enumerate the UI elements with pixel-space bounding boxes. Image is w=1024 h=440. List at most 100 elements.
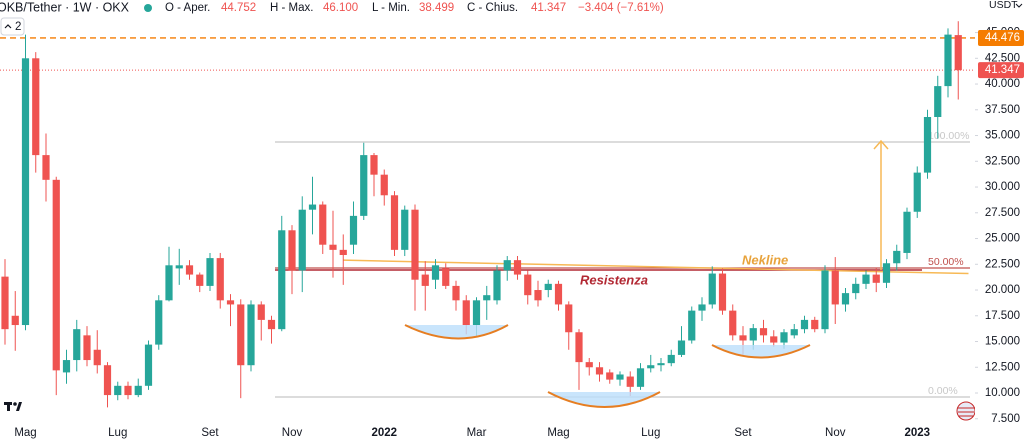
y-tick-label: 12.500 [985, 361, 1020, 373]
candle-body [165, 265, 173, 301]
layout-count: 2 [15, 21, 21, 33]
x-tick-label: Set [734, 427, 752, 439]
candle-body [52, 179, 60, 371]
candle-body [308, 204, 317, 210]
candle-body [62, 360, 71, 373]
candle-body [616, 374, 624, 380]
candle-body [226, 300, 235, 305]
candle-body [513, 260, 522, 275]
chevron-icon [4, 24, 12, 29]
candle-body [708, 273, 716, 305]
candle-body [913, 172, 921, 212]
close-value: 41.347 [531, 2, 566, 14]
candle-body [606, 372, 614, 380]
y-tick-label: 20.000 [985, 284, 1020, 296]
y-tick-label: 22.500 [985, 258, 1020, 270]
candle-body [442, 268, 450, 286]
x-tick-label: Mag [547, 427, 569, 439]
candle-body [349, 215, 358, 245]
candle-body [790, 329, 798, 336]
candle-body [298, 209, 306, 271]
fib-label: 0.00% [928, 385, 958, 397]
candle-body [42, 155, 50, 180]
candle-body [575, 332, 583, 363]
price-tag-label: 41.347 [985, 64, 1020, 76]
candle-body [1, 276, 9, 330]
candle-body [862, 274, 870, 284]
flag-stripes [958, 407, 974, 417]
candle-body [800, 319, 809, 330]
symbol: OKB/Tether · 1W · OKX [0, 0, 130, 14]
candle-body [93, 349, 101, 366]
price-axis: USDT 7.500 10.000 12.500 15.000 17.500 20.000 2… [975, 0, 1024, 440]
candle-body [216, 258, 224, 301]
candle-body [852, 283, 860, 294]
high-label: H - Max. [270, 2, 313, 14]
close-label: C - Chius. [467, 2, 518, 14]
cup-curve [547, 391, 661, 408]
candle-body [380, 174, 388, 196]
y-tick-label: 37.500 [985, 104, 1020, 116]
candle-body [944, 34, 952, 87]
x-tick-label: Nov [825, 427, 846, 439]
candle-body [841, 293, 850, 305]
candle-body [626, 376, 634, 387]
cup-curve [711, 344, 811, 359]
candle-body [903, 211, 911, 253]
candle-body [524, 274, 532, 296]
x-tick-label: 2023 [904, 427, 930, 439]
candle-body [688, 310, 696, 341]
candle-body [780, 332, 788, 343]
candle-body [421, 274, 429, 286]
cup-curve [404, 324, 509, 340]
candle-body [462, 300, 470, 326]
candle-body [185, 265, 194, 275]
candle-body [155, 300, 163, 345]
tv-logo [4, 402, 22, 411]
layout-toggle[interactable] [0, 17, 25, 36]
header: OKB/Tether · 1W · OKX O - Aper. 44.752 H… [0, 0, 664, 36]
decorations [4, 139, 1016, 438]
candle-body [237, 304, 245, 366]
candle-body [595, 367, 604, 375]
candle-body [544, 283, 552, 291]
axis-dropdown[interactable] [1015, 3, 1023, 8]
flag-icon[interactable] [956, 401, 976, 421]
candle-body [103, 365, 112, 396]
candle-body [493, 270, 501, 301]
candle-body [667, 354, 675, 364]
neckline [343, 259, 969, 275]
candle-body [718, 273, 727, 311]
x-tick-label: Lug [641, 427, 660, 439]
candle-body [698, 304, 706, 311]
y-tick-label: 10.000 [985, 387, 1020, 399]
candle-body [759, 328, 768, 336]
candle-body [134, 385, 142, 396]
candle-body [585, 362, 593, 368]
change-value: −3.404 (−7.61%) [578, 2, 664, 14]
resistance-label: Resistenza [580, 272, 648, 287]
x-tick-label: 2022 [371, 427, 397, 439]
candle-body [483, 295, 491, 301]
status-dot [144, 4, 152, 12]
y-tick-label: 7.500 [991, 413, 1020, 425]
y-tick-label: 27.500 [985, 207, 1020, 219]
candle-body [565, 304, 573, 333]
y-tick-label: 35.000 [985, 130, 1020, 142]
y-tick-label: 30.000 [985, 181, 1020, 193]
y-tick-label: 15.000 [985, 336, 1020, 348]
candle-body [83, 335, 91, 361]
price-tag [978, 29, 1024, 46]
open-label: O - Aper. [165, 2, 210, 14]
x-tick-label: Set [201, 427, 219, 439]
high-value: 46.100 [323, 2, 358, 14]
candle-body [390, 195, 399, 250]
candle-body [503, 260, 511, 271]
candle-body [73, 329, 81, 361]
low-value: 38.499 [419, 2, 454, 14]
candle-body [196, 274, 204, 286]
candle-body [882, 263, 891, 283]
candle-body [267, 319, 276, 330]
candle-body [288, 230, 296, 271]
y-tick-label: 40.000 [985, 78, 1020, 90]
